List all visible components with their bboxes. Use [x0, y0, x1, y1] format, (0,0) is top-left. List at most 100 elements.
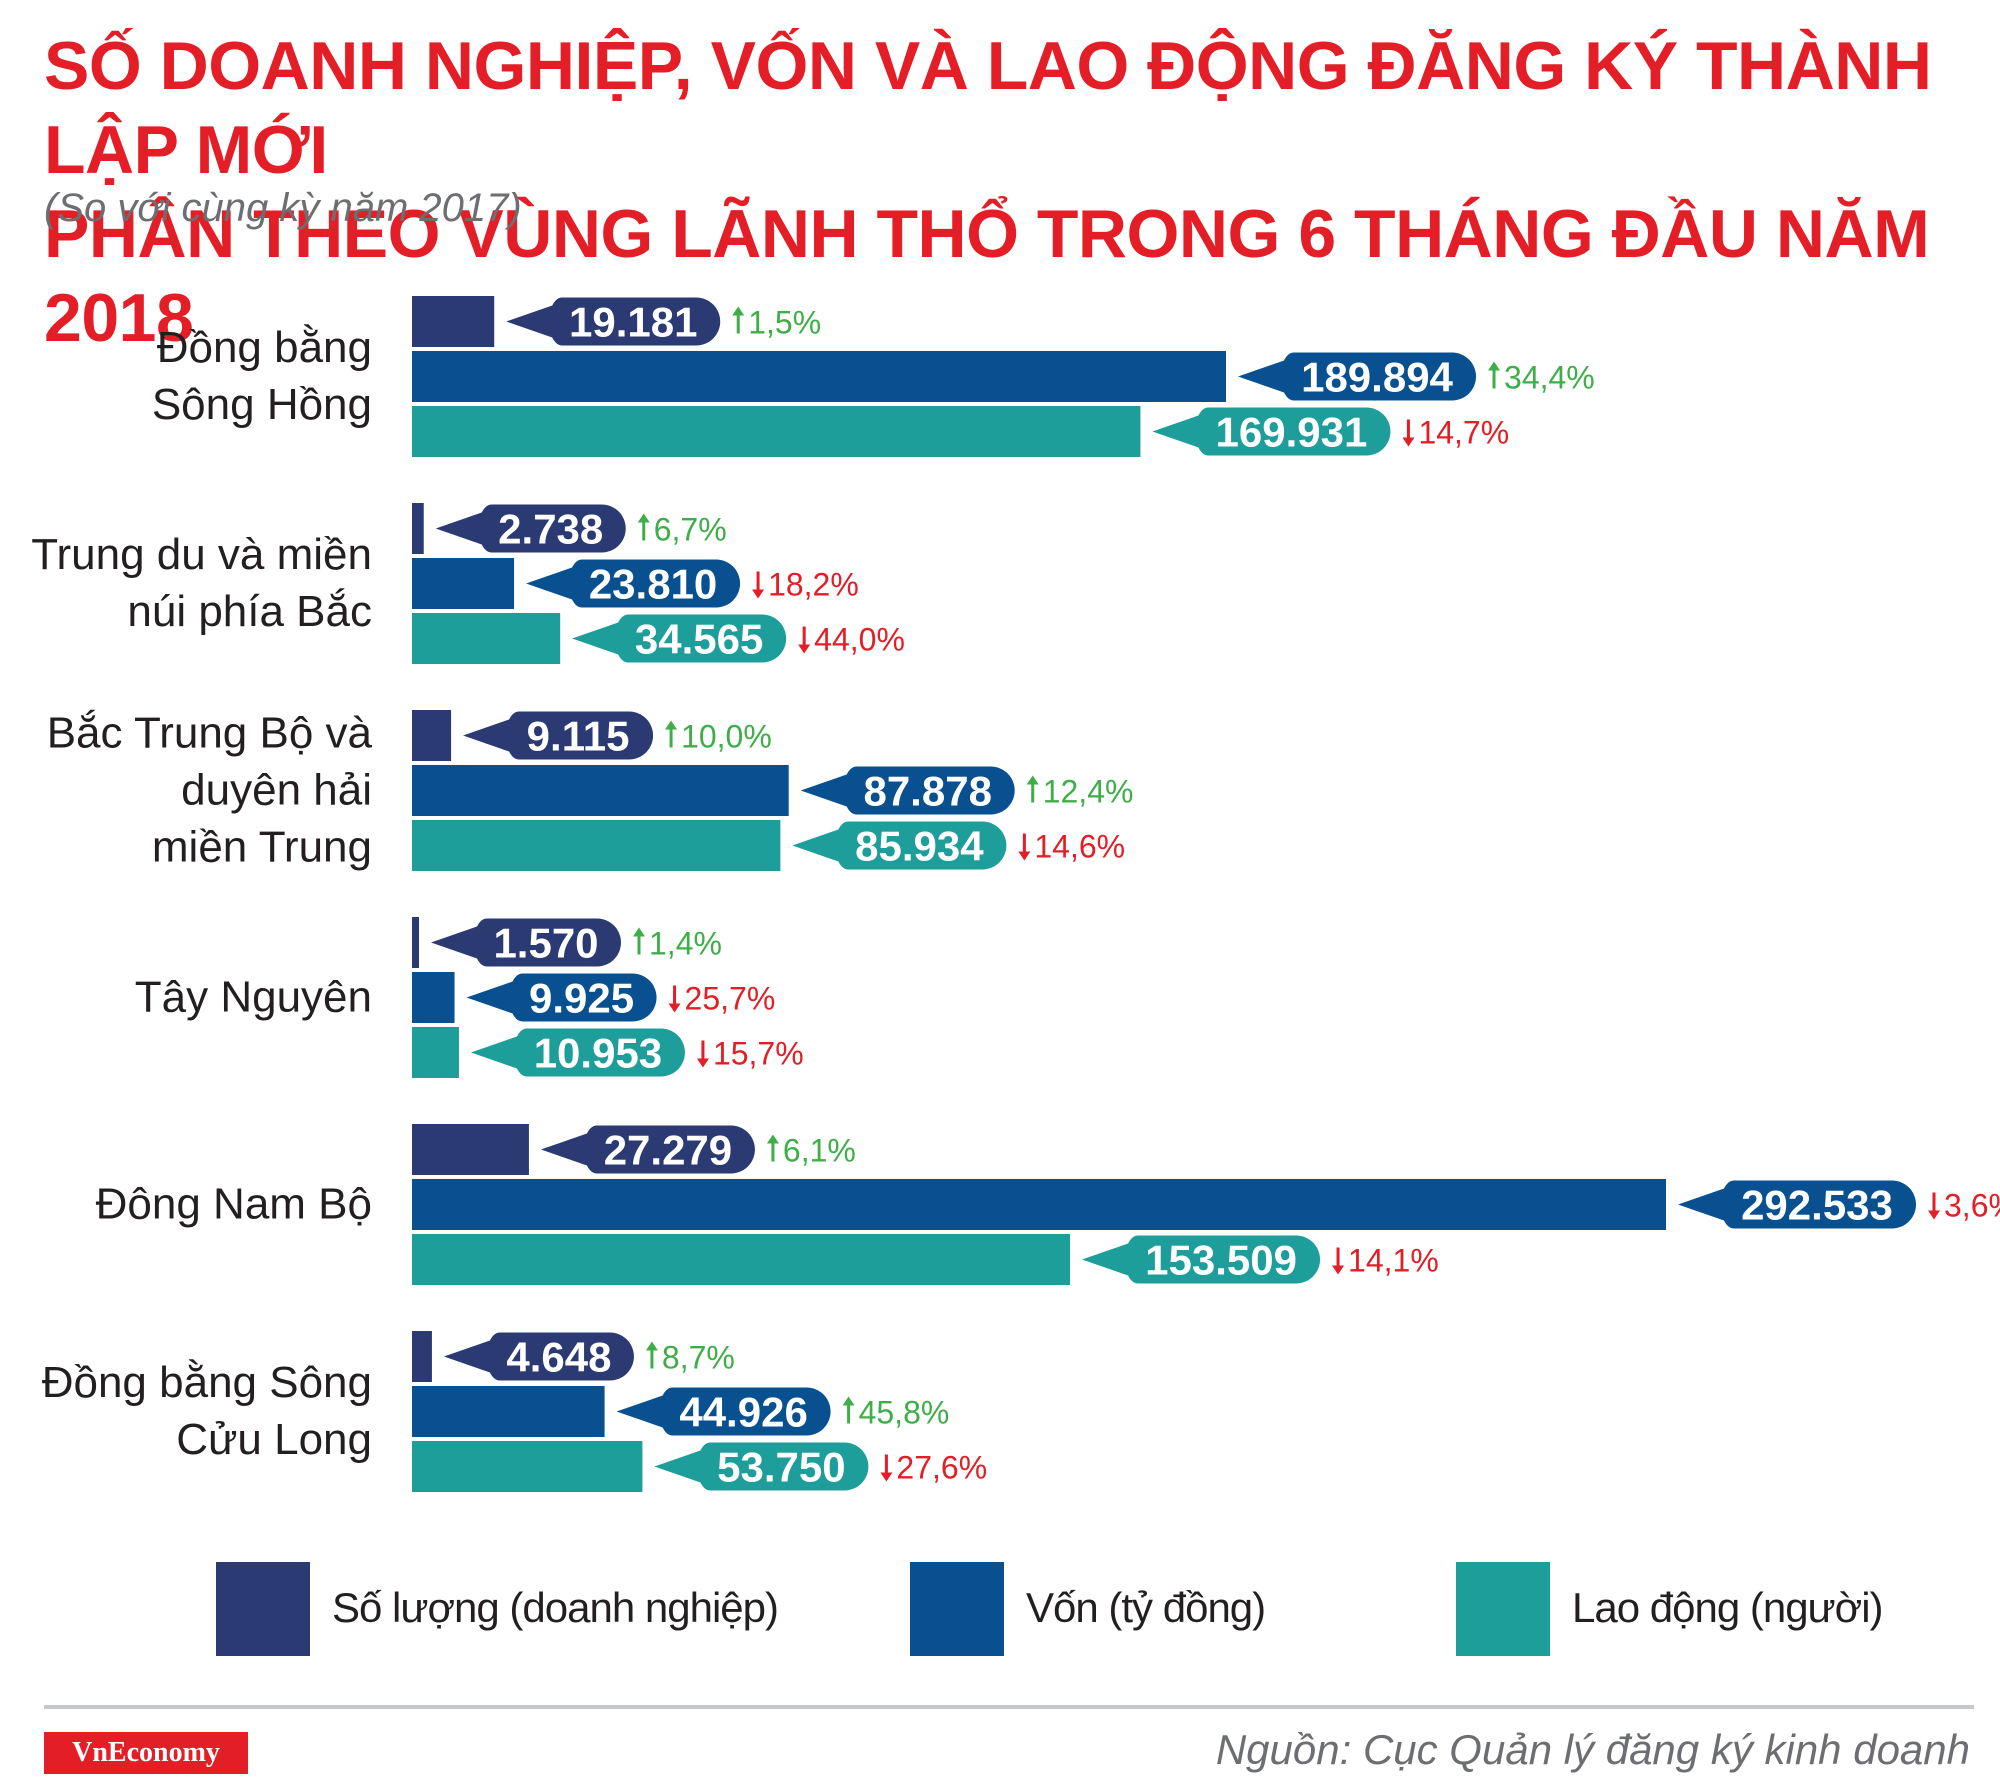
value-label-von-dong-bang-song-cuu-long: 44.926: [679, 1389, 807, 1436]
value-label-lao-dong-dong-bang-song-hong: 169.931: [1216, 409, 1368, 456]
value-label-von-dong-nam-bo: 292.533: [1741, 1182, 1893, 1229]
arrow-down-icon-head: [880, 1472, 893, 1482]
arrow-up-icon-head: [732, 306, 745, 316]
arrow-up-icon-head: [665, 720, 678, 730]
legend-label-so-luong: Số lượng (doanh nghiệp): [332, 1584, 779, 1631]
value-bubble-lao-dong-trung-du-va-mien-nui-phia-bac: [572, 614, 787, 663]
change-label-so-luong-dong-nam-bo: 6,1%: [783, 1133, 856, 1169]
legend-swatch-so-luong: [216, 1562, 310, 1656]
value-bubble-von-dong-nam-bo: [1678, 1180, 1916, 1229]
value-bubble-von-dong-bang-song-cuu-long: [616, 1387, 831, 1436]
bar-lao-dong-tay-nguyen: [412, 1027, 459, 1078]
value-bubble-von-bac-trung-bo-va-duyen-hai-mien-trung: [800, 766, 1015, 815]
bar-so-luong-dong-bang-song-cuu-long: [412, 1331, 432, 1382]
change-label-lao-dong-bac-trung-bo-va-duyen-hai-mien-trung: 14,6%: [1034, 829, 1125, 865]
category-label-dong-bang-song-hong-line-2: Sông Hồng: [152, 380, 372, 429]
legend-swatch-von: [910, 1562, 1004, 1656]
bar-von-dong-bang-song-cuu-long: [412, 1386, 605, 1437]
bar-so-luong-dong-nam-bo: [412, 1124, 529, 1175]
value-label-von-trung-du-va-mien-nui-phia-bac: 23.810: [589, 561, 717, 608]
category-label-dong-nam-bo: Đông Nam Bộ: [96, 1180, 372, 1229]
source-note: Nguồn: Cục Quản lý đăng ký kinh doanh: [1215, 1726, 1970, 1773]
bar-so-luong-tay-nguyen: [412, 917, 419, 968]
bar-so-luong-bac-trung-bo-va-duyen-hai-mien-trung: [412, 710, 452, 761]
category-label-trung-du-va-mien-nui-phia-bac-line-1: Trung du và miền: [31, 530, 372, 579]
change-label-so-luong-bac-trung-bo-va-duyen-hai-mien-trung: 10,0%: [681, 719, 772, 755]
change-label-lao-dong-trung-du-va-mien-nui-phia-bac: 44,0%: [814, 622, 905, 658]
value-label-lao-dong-bac-trung-bo-va-duyen-hai-mien-trung: 85.934: [855, 823, 984, 870]
bar-von-tay-nguyen: [412, 972, 455, 1023]
value-label-von-dong-bang-song-hong: 189.894: [1301, 354, 1453, 401]
bar-lao-dong-dong-bang-song-hong: [412, 406, 1141, 457]
bar-von-dong-nam-bo: [412, 1179, 1666, 1230]
change-label-so-luong-dong-bang-song-cuu-long: 8,7%: [662, 1340, 735, 1376]
value-label-von-bac-trung-bo-va-duyen-hai-mien-trung: 87.878: [863, 768, 991, 815]
change-label-lao-dong-dong-nam-bo: 14,1%: [1348, 1243, 1439, 1279]
bar-von-dong-bang-song-hong: [412, 351, 1227, 402]
value-bubble-lao-dong-tay-nguyen: [470, 1028, 685, 1077]
title-line-2: PHÂN THEO VÙNG LÃNH THỔ TRONG 6 THÁNG ĐẦ…: [44, 196, 1930, 356]
value-bubble-lao-dong-bac-trung-bo-va-duyen-hai-mien-trung: [792, 821, 1007, 870]
change-label-so-luong-trung-du-va-mien-nui-phia-bac: 6,7%: [654, 512, 727, 548]
bar-lao-dong-trung-du-va-mien-nui-phia-bac: [412, 613, 561, 664]
value-bubble-so-luong-dong-bang-song-hong: [506, 297, 721, 346]
bar-so-luong-dong-bang-song-hong: [412, 296, 495, 347]
value-label-von-tay-nguyen: 9.925: [529, 975, 634, 1022]
category-label-dong-bang-song-hong-line-1: Đồng bằng: [157, 323, 372, 372]
value-label-lao-dong-trung-du-va-mien-nui-phia-bac: 34.565: [635, 616, 763, 663]
category-label-trung-du-va-mien-nui-phia-bac-line-2: núi phía Bắc: [127, 587, 372, 636]
change-label-von-dong-bang-song-hong: 34,4%: [1504, 360, 1595, 396]
value-label-lao-dong-tay-nguyen: 10.953: [534, 1030, 662, 1077]
arrow-up-icon-head: [1026, 775, 1039, 785]
value-bubble-so-luong-bac-trung-bo-va-duyen-hai-mien-trung: [463, 711, 654, 760]
arrow-up-icon-head: [842, 1396, 855, 1406]
arrow-up-icon-head: [1488, 361, 1501, 371]
chart-title: SỐ DOANH NGHIỆP, VỐN VÀ LAO ĐỘNG ĐĂNG KÝ…: [44, 24, 1984, 360]
arrow-down-icon-head: [1332, 1265, 1345, 1275]
arrow-up-icon-head: [633, 927, 645, 937]
bar-lao-dong-dong-bang-song-cuu-long: [412, 1441, 643, 1492]
category-label-dong-bang-song-cuu-long-line-2: Cửu Long: [176, 1415, 372, 1464]
change-label-lao-dong-tay-nguyen: 15,7%: [713, 1036, 804, 1072]
value-bubble-von-tay-nguyen: [466, 973, 657, 1022]
arrow-down-icon-head: [752, 589, 765, 599]
change-label-lao-dong-dong-bang-song-hong: 14,7%: [1418, 415, 1509, 451]
bar-lao-dong-bac-trung-bo-va-duyen-hai-mien-trung: [412, 820, 781, 871]
arrow-down-icon-head: [1928, 1210, 1940, 1220]
change-label-so-luong-tay-nguyen: 1,4%: [649, 926, 722, 962]
arrow-down-icon-head: [1018, 851, 1031, 861]
value-bubble-lao-dong-dong-nam-bo: [1082, 1235, 1321, 1284]
arrow-down-icon-head: [696, 1058, 709, 1068]
value-label-so-luong-dong-bang-song-hong: 19.181: [569, 299, 697, 346]
value-bubble-lao-dong-dong-bang-song-hong: [1152, 407, 1391, 456]
value-bubble-so-luong-dong-nam-bo: [540, 1125, 755, 1174]
arrow-down-icon-head: [1402, 437, 1415, 447]
legend-label-von: Vốn (tỷ đồng): [1026, 1584, 1266, 1631]
value-bubble-so-luong-dong-bang-song-cuu-long: [443, 1332, 634, 1381]
change-label-von-dong-bang-song-cuu-long: 45,8%: [859, 1395, 950, 1431]
category-label-bac-trung-bo-va-duyen-hai-mien-trung-line-1: Bắc Trung Bộ và: [47, 709, 373, 758]
bar-lao-dong-dong-nam-bo: [412, 1234, 1071, 1285]
arrow-up-icon-head: [766, 1134, 779, 1144]
value-label-so-luong-bac-trung-bo-va-duyen-hai-mien-trung: 9.115: [527, 713, 630, 760]
arrow-up-icon-head: [637, 513, 650, 523]
legend-label-lao-dong: Lao động (người): [1572, 1584, 1884, 1631]
title-line-1: SỐ DOANH NGHIỆP, VỐN VÀ LAO ĐỘNG ĐĂNG KÝ…: [44, 28, 1932, 188]
value-label-lao-dong-dong-nam-bo: 153.509: [1145, 1237, 1297, 1284]
value-bubble-so-luong-trung-du-va-mien-nui-phia-bac: [435, 504, 626, 553]
arrow-down-icon-head: [798, 644, 811, 654]
arrow-up-icon-head: [645, 1341, 658, 1351]
value-label-so-luong-dong-nam-bo: 27.279: [604, 1127, 732, 1174]
bar-von-trung-du-va-mien-nui-phia-bac: [412, 558, 515, 609]
bar-so-luong-trung-du-va-mien-nui-phia-bac: [412, 503, 424, 554]
value-bubble-lao-dong-dong-bang-song-cuu-long: [654, 1442, 869, 1491]
value-bubble-von-trung-du-va-mien-nui-phia-bac: [526, 559, 741, 608]
arrow-down-icon-head: [668, 1003, 681, 1013]
vneconomy-logo: VnEconomy: [44, 1732, 248, 1774]
value-label-so-luong-trung-du-va-mien-nui-phia-bac: 2.738: [498, 506, 603, 553]
chart-subtitle: (So với cùng kỳ năm 2017): [44, 186, 522, 230]
category-label-dong-bang-song-cuu-long-line-1: Đồng bằng Sông: [42, 1358, 372, 1407]
value-label-so-luong-dong-bang-song-cuu-long: 4.648: [506, 1334, 611, 1381]
value-label-lao-dong-dong-bang-song-cuu-long: 53.750: [717, 1444, 845, 1491]
bar-von-bac-trung-bo-va-duyen-hai-mien-trung: [412, 765, 789, 816]
